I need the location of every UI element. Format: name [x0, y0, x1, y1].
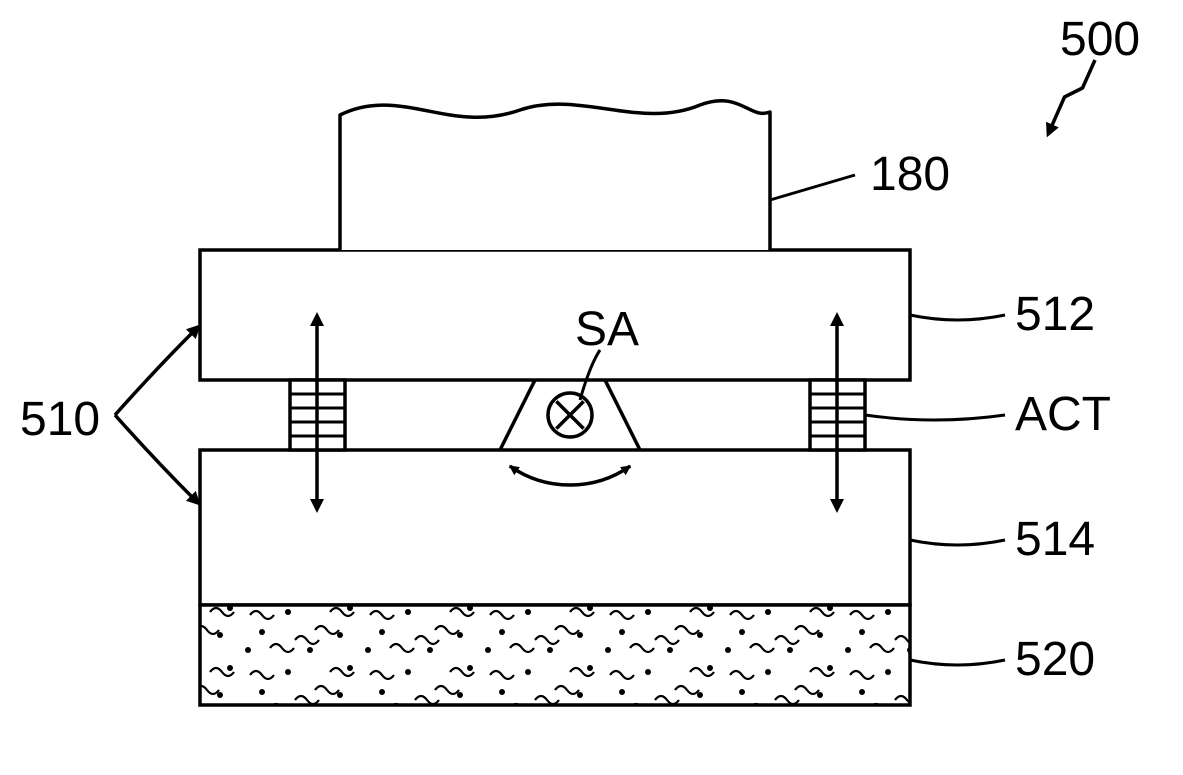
block-520 — [200, 605, 910, 705]
label-512: 512 — [1015, 288, 1095, 341]
leader-180 — [770, 175, 855, 200]
label-500: 500 — [1060, 13, 1140, 66]
label-SA: SA — [575, 303, 639, 356]
leader-514 — [910, 540, 1005, 545]
leader-520 — [910, 660, 1005, 665]
label-520: 520 — [1015, 633, 1095, 686]
leader-510-down — [115, 415, 195, 500]
leader-512 — [910, 315, 1005, 320]
block-514 — [200, 450, 910, 605]
technical-diagram: 500 180 512 ACT 510 514 520 SA — [0, 0, 1183, 775]
label-514: 514 — [1015, 513, 1095, 566]
label-ACT: ACT — [1015, 388, 1111, 441]
block-512 — [200, 250, 910, 380]
label-510: 510 — [20, 393, 100, 446]
label-180: 180 — [870, 148, 950, 201]
block-180 — [340, 101, 770, 250]
leader-510-up — [115, 330, 195, 415]
leader-500 — [1050, 60, 1095, 130]
leader-ACT — [865, 415, 1005, 420]
